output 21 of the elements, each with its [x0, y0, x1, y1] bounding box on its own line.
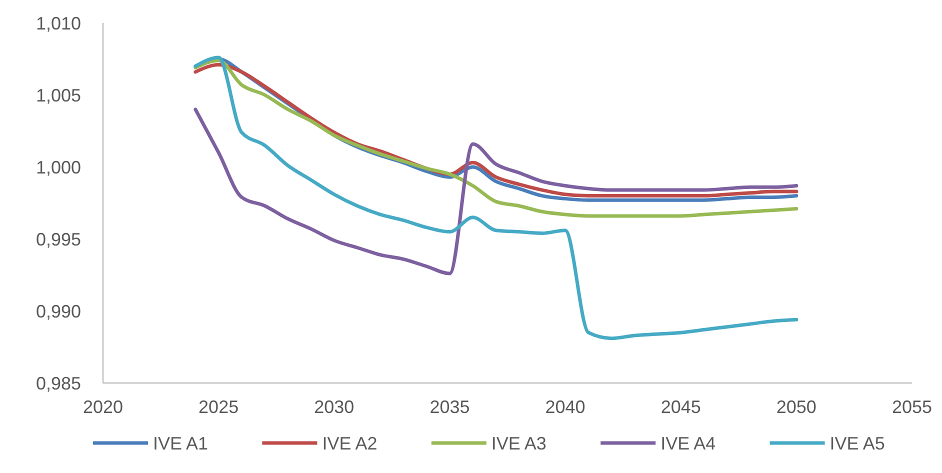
- legend-label: IVE A5: [830, 433, 885, 454]
- line-series: [194, 56, 798, 340]
- x-tick-label: 2040: [545, 397, 586, 417]
- x-tick-label: 2035: [430, 397, 470, 417]
- line-series: [194, 108, 798, 276]
- x-tick-label: 2025: [198, 397, 239, 417]
- y-tick-label: 0,985: [36, 373, 81, 394]
- y-tick-label: 1,000: [36, 157, 81, 178]
- y-tick-label: 0,995: [36, 229, 81, 250]
- legend-label: IVE A1: [153, 433, 208, 454]
- x-tick-label: 2055: [892, 397, 932, 417]
- legend-label: IVE A4: [660, 433, 716, 454]
- x-tick-label: 2020: [82, 397, 124, 417]
- legend-label: IVE A2: [322, 433, 378, 454]
- y-tick-label: 1,010: [36, 13, 81, 34]
- x-tick-label: 2030: [314, 397, 354, 417]
- x-tick-label: 2050: [776, 397, 816, 417]
- x-tick-label: 2045: [660, 397, 701, 417]
- legend-label: IVE A3: [491, 433, 546, 454]
- y-tick-label: 0,990: [36, 301, 81, 322]
- y-tick-label: 1,005: [36, 85, 81, 106]
